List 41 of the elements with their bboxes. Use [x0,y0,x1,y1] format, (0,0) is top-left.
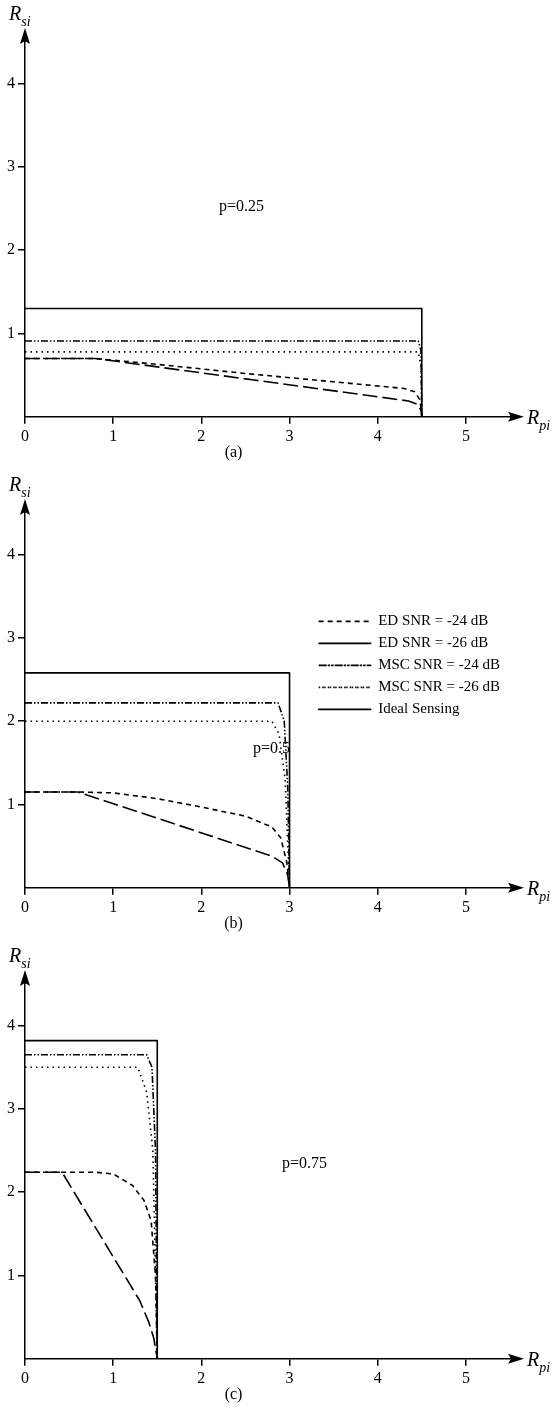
y-tick-label: 4 [7,73,15,91]
x-tick-label: 4 [373,426,382,444]
y-tick-label: 3 [7,1099,15,1117]
y-tick-label: 3 [7,628,15,646]
legend-label: MSC SNR = -26 dB [378,678,500,695]
x-tick-label: 1 [109,897,118,915]
x-tick-label: 2 [197,1368,206,1386]
x-tick-label: 2 [197,426,206,444]
y-tick-label: 4 [7,544,15,562]
y-tick-label: 4 [7,1015,15,1033]
y-tick-label: 2 [7,1182,15,1200]
legend-label: ED SNR = -24 dB [378,612,489,629]
x-tick-label: 3 [285,897,294,915]
y-tick-label: 1 [7,794,15,812]
x-tick-label: 4 [373,897,382,915]
legend-label: ED SNR = -26 dB [378,634,489,651]
annotation: p=0.5 [252,738,290,757]
text: (c) [224,1384,243,1403]
y-tick-label: 1 [7,323,15,341]
x-tick-label: 4 [373,1368,382,1386]
y-tick-label: 3 [7,157,15,175]
y-tick-label: 2 [7,240,15,258]
legend-label: Ideal Sensing [378,700,460,717]
x-tick-label: 2 [197,897,206,915]
x-tick-label: 1 [109,1368,118,1386]
y-tick-label: 1 [7,1265,15,1283]
annotation: p=0.75 [282,1153,328,1172]
x-tick-label: 0 [21,1368,29,1386]
x-tick-label: 5 [461,897,470,915]
x-tick-label: 1 [109,426,118,444]
x-tick-label: 5 [461,1368,470,1386]
legend-label: MSC SNR = -24 dB [378,656,500,673]
x-tick-label: 0 [21,426,29,444]
text: (b) [224,913,243,932]
x-tick-label: 0 [21,897,29,915]
x-tick-label: 3 [285,426,294,444]
x-tick-label: 3 [285,1368,294,1386]
annotation: p=0.25 [219,196,265,215]
x-tick-label: 5 [461,426,470,444]
y-tick-label: 2 [7,711,15,729]
text: (a) [224,442,243,461]
